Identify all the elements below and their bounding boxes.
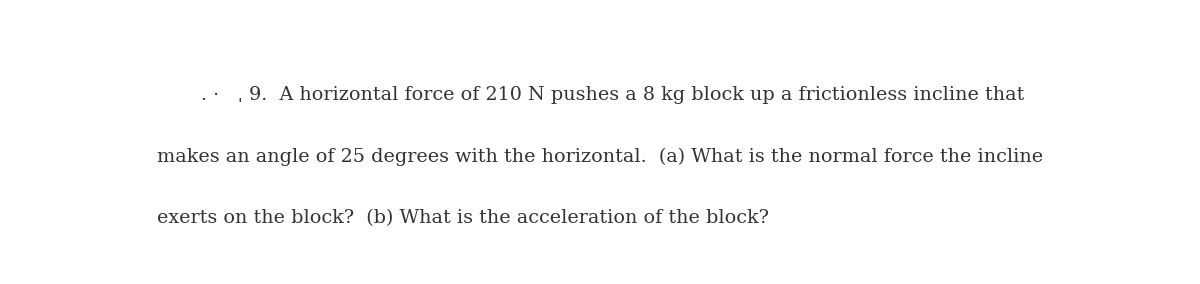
Text: makes an angle of 25 degrees with the horizontal.  (a) What is the normal force : makes an angle of 25 degrees with the ho… bbox=[157, 147, 1044, 166]
Text: exerts on the block?  (b) What is the acceleration of the block?: exerts on the block? (b) What is the acc… bbox=[157, 209, 769, 227]
Text: . ·   ˌ 9.  A horizontal force of 210 N pushes a 8 kg block up a frictionless in: . · ˌ 9. A horizontal force of 210 N pus… bbox=[202, 86, 1025, 104]
